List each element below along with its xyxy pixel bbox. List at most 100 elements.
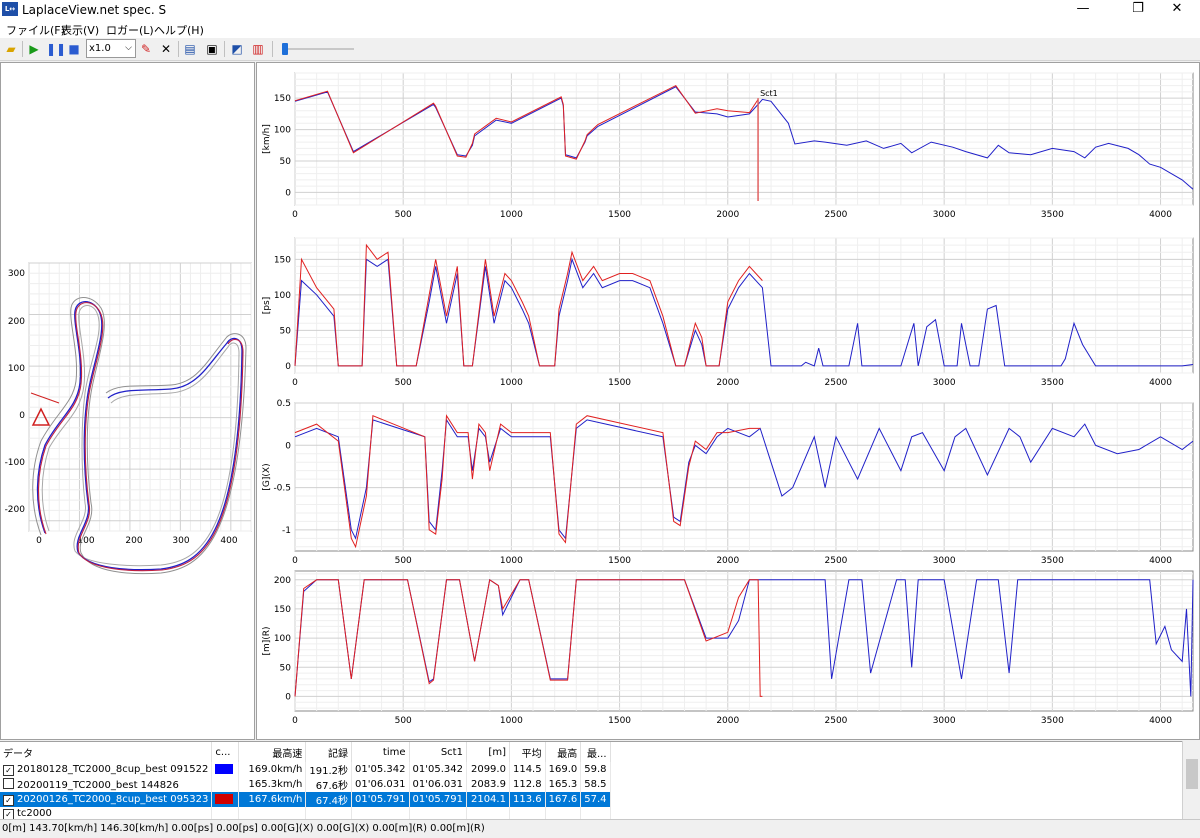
export-icon[interactable]: ▤	[184, 42, 196, 56]
cell-data-name: ✓ 20200126_TC2000_8cup_best 095323	[0, 792, 213, 807]
cell-color[interactable]	[211, 792, 240, 807]
y-tick-label: 50	[280, 663, 292, 673]
table-row[interactable]: ✓ 20180128_TC2000_8cup_best 091522 169.0km…	[0, 762, 611, 777]
menu-logger[interactable]: ロガー(L)	[106, 24, 154, 37]
track-map-panel: 0 100 200 300 400 300 200 100 0 -100 -200	[0, 62, 255, 740]
cell-time: 01'05.791	[351, 792, 410, 807]
cell-highest: 165.3	[545, 777, 582, 792]
scrollbar-thumb[interactable]	[1186, 759, 1198, 789]
track-edge-inner	[41, 305, 240, 567]
cell-record: 67.4秒	[305, 792, 353, 807]
map-y-tick: -100	[5, 458, 26, 468]
col-max-speed[interactable]: 最高速	[238, 742, 307, 762]
chart-3: -1 -0.5 0 0.5 0 500 1000 1500 2000 2500 3000 3500 40…	[262, 399, 1194, 566]
speed-select[interactable]: x1.0 ⌵	[86, 39, 136, 58]
cell-meters: 2104.1	[466, 792, 510, 807]
close-button[interactable]: ✕	[1171, 1, 1183, 16]
row-checkbox[interactable]: ✓	[3, 764, 14, 776]
table-scrollbar[interactable]	[1182, 741, 1200, 819]
cell-color[interactable]	[211, 777, 240, 792]
col-color[interactable]: c...	[211, 742, 240, 762]
col-average[interactable]: 平均	[509, 742, 546, 762]
cell-data-name: ✓ tc2000	[0, 807, 213, 821]
y-tick-label: 0	[285, 441, 291, 451]
sector-annotation: Sct1	[760, 89, 778, 98]
cell-lowest	[580, 807, 611, 821]
col-lowest[interactable]: 最...	[580, 742, 611, 762]
app-icon: L↔	[2, 2, 18, 16]
cell-record	[305, 807, 353, 821]
map-y-tick: 100	[8, 364, 25, 374]
row-checkbox[interactable]	[3, 778, 14, 789]
map-x-tick: 100	[77, 536, 94, 546]
cell-color[interactable]	[211, 807, 240, 821]
table-header-row: データ c... 最高速 記録 time Sct1 [m] 平均 最高 最...	[0, 742, 611, 762]
cell-color[interactable]	[211, 762, 240, 777]
y-tick-label: -0.5	[273, 484, 291, 494]
x-tick-label: 0	[292, 210, 298, 220]
col-meters[interactable]: [m]	[466, 742, 510, 762]
track-lines	[32, 297, 247, 575]
col-record[interactable]: 記録	[305, 742, 353, 762]
cell-max-speed: 169.0km/h	[238, 762, 307, 777]
x-tick-label: 3500	[1041, 378, 1064, 388]
slider-thumb[interactable]	[282, 43, 288, 55]
window-title: LaplaceView.net spec. S	[22, 3, 167, 17]
y-tick-label: 100	[274, 291, 291, 301]
pause-icon[interactable]: ❚❚	[46, 42, 67, 56]
table-row[interactable]: ✓ 20200126_TC2000_8cup_best 095323 167.6km…	[0, 792, 611, 807]
menu-file[interactable]: ファイル(F)	[6, 24, 65, 37]
col-highest[interactable]: 最高	[545, 742, 582, 762]
toolbar-separator	[22, 41, 23, 57]
col-sct1[interactable]: Sct1	[409, 742, 467, 762]
y-tick-label: 150	[274, 255, 291, 265]
x-tick-label: 3500	[1041, 556, 1064, 566]
table-row[interactable]: 20200119_TC2000_best 144826 165.3km/h 67.6…	[0, 777, 611, 792]
cell-meters	[466, 807, 510, 821]
position-marker-icon	[31, 407, 51, 426]
maximize-button[interactable]: ❐	[1132, 1, 1144, 16]
toolbar-separator	[272, 41, 273, 57]
cell-max-speed	[238, 807, 307, 821]
col-time[interactable]: time	[351, 742, 410, 762]
x-tick-label: 4000	[1149, 556, 1172, 566]
map-x-tick: 200	[125, 536, 142, 546]
col-data[interactable]: データ	[0, 742, 213, 762]
menu-view[interactable]: 表示(V)	[61, 24, 100, 37]
racing-line-red	[37, 302, 244, 572]
playback-slider[interactable]	[282, 43, 354, 55]
chart-plot-area	[294, 237, 1194, 374]
pdf-icon[interactable]: ▥	[252, 42, 264, 56]
stop-icon[interactable]: ■	[68, 42, 80, 56]
x-tick-label: 2500	[825, 378, 848, 388]
open-folder-icon[interactable]: ▰	[6, 42, 16, 56]
cell-meters: 2099.0	[466, 762, 510, 777]
chevron-down-icon: ⌵	[125, 43, 132, 53]
cell-time: 01'06.031	[351, 777, 410, 792]
chart-icon[interactable]: ◩	[231, 42, 243, 56]
chart-plot-area	[294, 570, 1194, 712]
color-swatch[interactable]	[215, 763, 234, 774]
speed-value: x1.0	[89, 43, 111, 54]
menu-help[interactable]: ヘルプ(H)	[154, 24, 204, 37]
track-map[interactable]: 0 100 200 300 400 300 200 100 0 -100 -200	[1, 63, 254, 739]
x-tick-label: 0	[292, 378, 298, 388]
row-name: 20180128_TC2000_8cup_best 091522	[17, 763, 209, 775]
row-checkbox[interactable]: ✓	[3, 794, 14, 806]
play-icon[interactable]: ▶	[29, 42, 39, 56]
racing-line-blue	[36, 300, 243, 571]
cell-sct1	[409, 807, 467, 821]
number-icon[interactable]: ▣	[206, 42, 218, 56]
table-row[interactable]: ✓ tc2000	[0, 807, 611, 821]
start-line	[30, 392, 60, 426]
pen-icon[interactable]: ✎	[140, 42, 152, 56]
minimize-button[interactable]: —	[1076, 1, 1090, 16]
x-tick-label: 1500	[608, 716, 631, 726]
x-tick-label: 1000	[500, 556, 523, 566]
color-swatch[interactable]	[215, 793, 234, 804]
map-y-tick: 300	[8, 269, 25, 279]
delete-icon[interactable]: ✕	[160, 42, 172, 56]
cell-data-name: ✓ 20180128_TC2000_8cup_best 091522	[0, 762, 213, 777]
